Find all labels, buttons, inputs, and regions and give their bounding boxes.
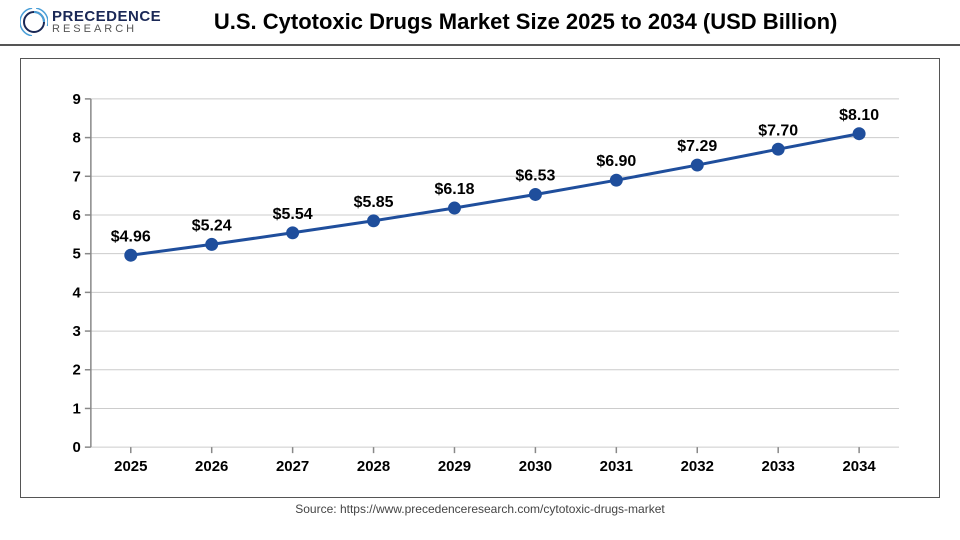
logo-icon — [20, 8, 48, 36]
data-marker — [610, 174, 622, 186]
y-tick-label: 1 — [73, 400, 81, 417]
y-tick-label: 8 — [73, 130, 81, 147]
data-label: $8.10 — [839, 107, 879, 124]
x-tick-label: 2027 — [276, 458, 309, 475]
data-label: $6.53 — [515, 168, 555, 185]
source-text: Source: https://www.precedenceresearch.c… — [0, 502, 960, 516]
y-tick-label: 7 — [73, 168, 81, 185]
header: PRECEDENCE RESEARCH U.S. Cytotoxic Drugs… — [0, 0, 960, 46]
y-tick-label: 5 — [73, 246, 81, 263]
y-tick-label: 2 — [73, 362, 81, 379]
data-marker — [448, 202, 460, 214]
data-label: $4.96 — [111, 228, 151, 245]
data-label: $6.90 — [596, 153, 636, 170]
data-label: $5.24 — [192, 217, 232, 234]
data-marker — [206, 238, 218, 250]
data-marker — [853, 128, 865, 140]
data-line — [131, 134, 859, 256]
data-label: $6.18 — [435, 181, 475, 198]
data-label: $7.70 — [758, 122, 798, 139]
brand-logo: PRECEDENCE RESEARCH — [20, 8, 161, 36]
y-tick-label: 9 — [73, 91, 81, 108]
data-marker — [287, 227, 299, 239]
logo-brand-bottom: RESEARCH — [52, 24, 161, 35]
data-marker — [125, 249, 137, 261]
chart-container: 0 1 2 3 4 5 6 7 8 9 2025 2026 2027 2028 2029 2030 2031 20… — [20, 58, 940, 498]
x-tick-label: 2025 — [114, 458, 147, 475]
line-chart: 0 1 2 3 4 5 6 7 8 9 2025 2026 2027 2028 2029 2030 2031 20… — [31, 79, 909, 477]
data-marker — [368, 215, 380, 227]
x-tick-label: 2032 — [681, 458, 714, 475]
data-marker — [529, 189, 541, 201]
data-label: $5.85 — [354, 194, 394, 211]
x-tick-label: 2034 — [842, 458, 876, 475]
data-label: $5.54 — [273, 206, 313, 223]
y-tick-label: 4 — [73, 284, 82, 301]
chart-title: U.S. Cytotoxic Drugs Market Size 2025 to… — [161, 9, 930, 35]
logo-brand-top: PRECEDENCE — [52, 9, 161, 24]
data-marker — [691, 159, 703, 171]
x-tick-label: 2028 — [357, 458, 390, 475]
x-tick-label: 2029 — [438, 458, 471, 475]
x-tick-label: 2031 — [600, 458, 633, 475]
x-tick-label: 2026 — [195, 458, 228, 475]
x-tick-label: 2033 — [762, 458, 795, 475]
data-marker — [772, 143, 784, 155]
y-tick-label: 0 — [73, 439, 81, 456]
y-tick-label: 6 — [73, 207, 81, 224]
x-tick-label: 2030 — [519, 458, 552, 475]
logo-text: PRECEDENCE RESEARCH — [52, 9, 161, 35]
data-label: $7.29 — [677, 138, 717, 155]
y-tick-label: 3 — [73, 323, 81, 340]
